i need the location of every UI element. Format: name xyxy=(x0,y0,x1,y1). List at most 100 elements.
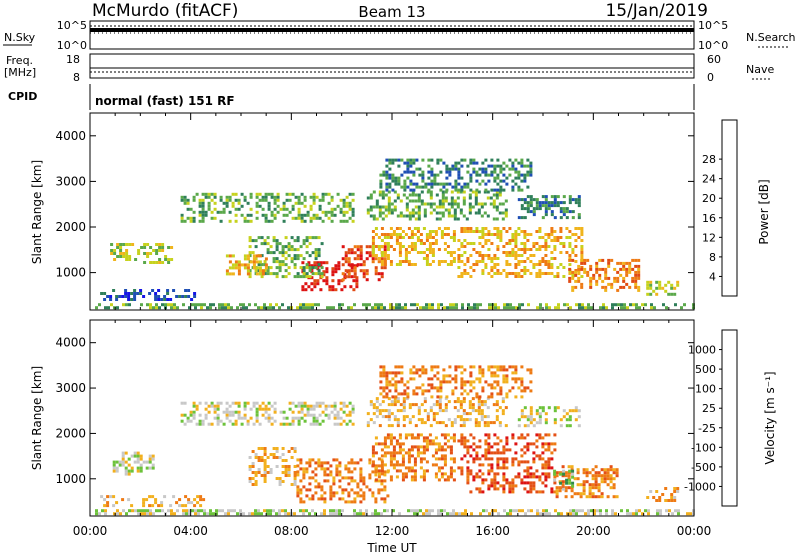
echo-cell xyxy=(95,509,98,513)
echo-cell xyxy=(178,498,182,502)
echo-cell xyxy=(186,419,190,423)
echo-cell xyxy=(345,422,349,426)
echo-cell xyxy=(423,409,427,413)
y-tick-label: 2000 xyxy=(55,426,86,440)
echo-cell xyxy=(317,248,321,252)
echo-cell xyxy=(353,266,357,270)
echo-cell xyxy=(499,233,503,236)
echo-cell xyxy=(501,397,505,401)
echo-cell xyxy=(106,504,110,508)
echo-cell xyxy=(577,195,581,199)
echo-cell xyxy=(233,509,236,513)
echo-cell xyxy=(325,267,329,271)
echo-cell xyxy=(272,260,276,264)
echo-cell xyxy=(430,395,434,399)
echo-cell xyxy=(538,457,542,461)
echo-cell xyxy=(260,474,264,477)
echo-cell xyxy=(474,211,478,215)
echo-cell xyxy=(296,488,300,492)
echo-cell xyxy=(398,433,402,437)
echo-cell xyxy=(571,210,575,214)
echo-cell xyxy=(407,469,411,473)
echo-cell xyxy=(535,242,539,245)
echo-cell xyxy=(529,167,533,171)
echo-cell xyxy=(195,404,199,408)
echo-cell xyxy=(303,213,307,217)
echo-cell xyxy=(427,176,431,180)
echo-cell xyxy=(128,255,132,258)
echo-cell xyxy=(427,170,431,174)
echo-cell xyxy=(550,227,554,230)
echo-cell xyxy=(369,196,373,200)
echo-cell xyxy=(505,457,509,461)
echo-cell xyxy=(251,477,255,480)
echo-cell xyxy=(559,242,563,245)
echo-cell xyxy=(379,182,383,186)
echo-cell xyxy=(600,492,604,496)
echo-cell xyxy=(441,202,445,206)
echo-cell xyxy=(535,275,539,278)
nsky-panel: 10^5 10^0 10^5 10^0 N.Sky N.Search xyxy=(3,19,796,52)
echo-cell xyxy=(143,509,146,513)
colorbar-frame xyxy=(721,329,738,507)
echo-cell xyxy=(574,409,578,413)
echo-cell xyxy=(511,460,515,464)
echo-cell xyxy=(332,509,335,513)
echo-cell xyxy=(254,245,258,249)
echo-cell xyxy=(425,263,429,266)
echo-cell xyxy=(499,389,503,393)
echo-cell xyxy=(356,263,360,267)
echo-cell xyxy=(338,473,342,477)
echo-cell xyxy=(404,436,408,440)
echo-cell xyxy=(140,246,144,249)
echo-cell xyxy=(484,170,488,174)
echo-cell xyxy=(348,410,352,414)
echo-cell xyxy=(609,468,613,472)
echo-cell xyxy=(263,480,267,483)
echo-cell xyxy=(502,466,506,470)
echo-cell xyxy=(158,249,162,252)
echo-cell xyxy=(176,509,179,513)
echo-cell xyxy=(420,190,424,194)
echo-cell xyxy=(499,392,503,396)
echo-cell xyxy=(411,208,415,212)
echo-cell xyxy=(425,306,428,310)
echo-cell xyxy=(503,509,506,513)
echo-cell xyxy=(460,245,464,248)
echo-cell xyxy=(406,386,410,390)
echo-cell xyxy=(342,210,346,214)
echo-cell xyxy=(544,418,548,422)
echo-cell xyxy=(240,422,244,426)
echo-cell xyxy=(400,173,404,177)
echo-cell xyxy=(418,386,422,390)
echo-cell xyxy=(148,495,152,499)
echo-cell xyxy=(622,261,626,265)
echo-cell xyxy=(598,273,602,277)
echo-cell xyxy=(312,422,316,426)
echo-cell xyxy=(436,371,440,375)
echo-cell xyxy=(607,264,611,268)
echo-cell xyxy=(110,303,113,307)
echo-cell xyxy=(406,395,410,399)
echo-cell xyxy=(260,263,264,267)
echo-cell xyxy=(113,258,117,261)
echo-cell xyxy=(391,158,395,162)
echo-cell xyxy=(520,481,524,485)
echo-cell xyxy=(475,170,479,174)
echo-cell xyxy=(501,217,505,221)
echo-cell xyxy=(121,454,125,458)
echo-cell xyxy=(272,456,276,459)
echo-cell xyxy=(275,248,279,252)
echo-cell xyxy=(481,472,485,476)
velocity-y-axis-label: Slant Range [km] xyxy=(30,366,44,470)
echo-cell xyxy=(384,214,388,218)
echo-cell xyxy=(462,400,466,404)
echo-cell xyxy=(538,412,542,416)
echo-cell xyxy=(189,410,193,414)
echo-cell xyxy=(463,263,467,266)
echo-cell xyxy=(604,273,608,277)
echo-cell xyxy=(508,481,512,485)
echo-cell xyxy=(502,475,506,479)
echo-cell xyxy=(234,213,238,217)
echo-cell xyxy=(269,468,273,471)
